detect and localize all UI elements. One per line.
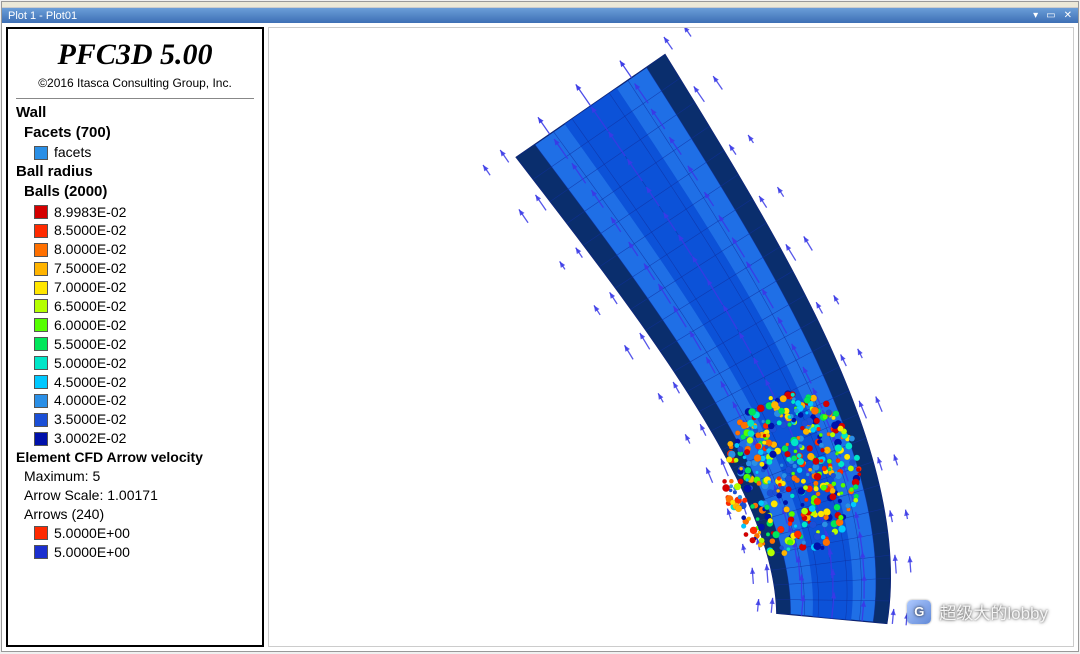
color-value: 6.5000E-02 [54,297,126,316]
color-swatch [34,545,48,559]
cfd-color-items: 5.0000E+005.0000E+00 [16,524,254,562]
color-swatch [34,337,48,351]
color-value: 3.5000E-02 [54,410,126,429]
color-swatch [34,375,48,389]
window-controls: ▾ ▭ ✕ [1033,10,1072,21]
color-scale-row: 3.0002E-02 [34,429,254,448]
cfd-heading: Element CFD Arrow velocity [16,448,254,467]
facets-swatch-row: facets [34,143,254,162]
color-value: 8.9983E-02 [54,203,126,222]
ball-color-scale: 8.9983E-028.5000E-028.0000E-027.5000E-02… [16,203,254,449]
facets-swatch [34,146,48,160]
watermark-text: 超级大的lobby [939,599,1048,624]
dropdown-icon[interactable]: ▾ [1033,10,1038,21]
color-swatch [34,281,48,295]
facets-label: Facets (700) [24,123,254,143]
color-scale-row: 7.5000E-02 [34,259,254,278]
color-scale-row: 7.0000E-02 [34,278,254,297]
color-scale-row: 6.5000E-02 [34,297,254,316]
color-scale-row: 8.9983E-02 [34,203,254,222]
window-titlebar: Plot 1 - Plot01 ▾ ▭ ✕ [2,8,1078,23]
color-swatch [34,394,48,408]
plot-viewport[interactable]: G 超级大的lobby [268,27,1074,647]
color-swatch [34,262,48,276]
copyright-text: ©2016 Itasca Consulting Group, Inc. [16,75,254,91]
color-value: 6.0000E-02 [54,316,126,335]
color-value: 8.0000E-02 [54,240,126,259]
color-swatch [34,432,48,446]
color-value: 4.0000E-02 [54,391,126,410]
color-swatch [34,413,48,427]
cfd-scale-row: 5.0000E+00 [34,543,254,562]
color-value: 5.0000E+00 [54,543,130,562]
color-value: 7.0000E-02 [54,278,126,297]
color-scale-row: 4.0000E-02 [34,391,254,410]
color-scale-row: 4.5000E-02 [34,373,254,392]
color-value: 5.5000E-02 [54,335,126,354]
color-scale-row: 5.5000E-02 [34,335,254,354]
color-value: 5.0000E-02 [54,354,126,373]
wechat-icon: G [907,600,931,624]
color-swatch [34,526,48,540]
window-title: Plot 1 - Plot01 [8,10,77,22]
restore-icon[interactable]: ▭ [1046,10,1055,21]
watermark: G 超级大的lobby [907,599,1048,624]
color-swatch [34,243,48,257]
facets-item: facets [54,143,91,162]
software-title: PFC3D 5.00 [16,35,254,76]
cfd-arrows-label: Arrows (240) [24,505,254,524]
ball-heading: Ball radius [16,162,254,182]
color-value: 8.5000E-02 [54,221,126,240]
wall-heading: Wall [16,103,254,123]
scene-svg [269,28,1073,646]
close-icon[interactable]: ✕ [1064,10,1072,21]
color-scale-row: 6.0000E-02 [34,316,254,335]
color-scale-row: 8.5000E-02 [34,221,254,240]
color-swatch [34,299,48,313]
color-swatch [34,318,48,332]
legend-panel: PFC3D 5.00 ©2016 Itasca Consulting Group… [6,27,264,647]
color-swatch [34,356,48,370]
color-value: 7.5000E-02 [54,259,126,278]
color-swatch [34,205,48,219]
color-swatch [34,224,48,238]
balls-label: Balls (2000) [24,182,254,202]
color-scale-row: 3.5000E-02 [34,410,254,429]
cfd-scale-row: 5.0000E+00 [34,524,254,543]
cfd-scale: Arrow Scale: 1.00171 [24,486,254,505]
color-value: 4.5000E-02 [54,373,126,392]
cfd-max: Maximum: 5 [24,467,254,486]
color-scale-row: 5.0000E-02 [34,354,254,373]
tube-mesh [516,54,890,623]
color-value: 3.0002E-02 [54,429,126,448]
color-value: 5.0000E+00 [54,524,130,543]
color-scale-row: 8.0000E-02 [34,240,254,259]
